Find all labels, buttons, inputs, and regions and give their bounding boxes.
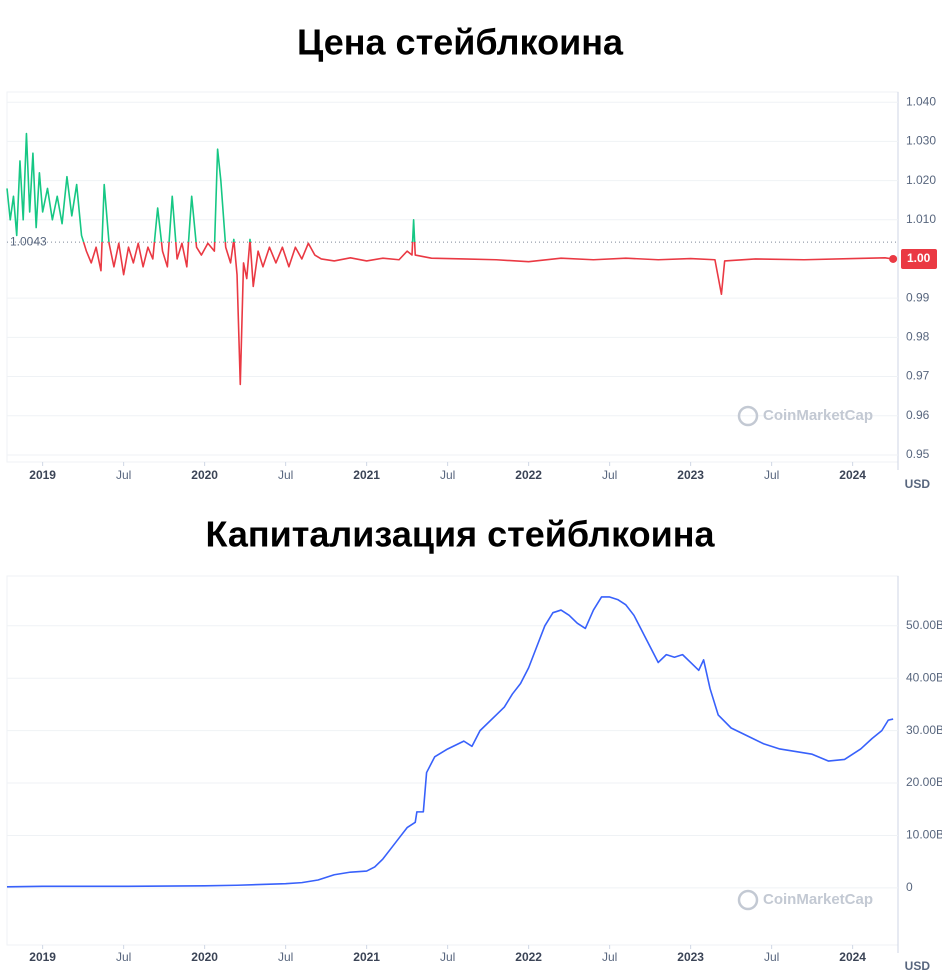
y-tick-label: 20.00B bbox=[906, 775, 942, 789]
x-tick-label: 2022 bbox=[515, 468, 542, 482]
unit-label: USD bbox=[905, 477, 931, 491]
y-tick-label: 10.00B bbox=[906, 828, 942, 842]
y-tick-label: 30.00B bbox=[906, 723, 942, 737]
y-tick-label: 1.020 bbox=[906, 173, 936, 187]
x-tick-label: 2023 bbox=[677, 468, 704, 482]
baseline-label: 1.0043 bbox=[10, 234, 47, 248]
x-tick-label: 2021 bbox=[353, 468, 380, 482]
x-tick-label: Jul bbox=[278, 950, 293, 964]
y-tick-label: 0.95 bbox=[906, 447, 930, 461]
x-tick-label: Jul bbox=[764, 950, 779, 964]
y-tick-label: 1.040 bbox=[906, 94, 936, 108]
x-tick-label: Jul bbox=[116, 468, 131, 482]
y-tick-label: 0.97 bbox=[906, 369, 930, 383]
unit-label: USD bbox=[905, 959, 931, 973]
y-tick-label: 0 bbox=[906, 880, 913, 894]
data-line bbox=[6, 132, 894, 386]
watermark-logo bbox=[737, 889, 759, 911]
x-tick-label: 2022 bbox=[515, 950, 542, 964]
y-tick-label: 1.030 bbox=[906, 134, 936, 148]
data-line bbox=[6, 596, 894, 888]
watermark-logo bbox=[737, 405, 759, 427]
y-tick-label: 50.00B bbox=[906, 618, 942, 632]
y-tick-label: 0.96 bbox=[906, 408, 930, 422]
x-tick-label: Jul bbox=[278, 468, 293, 482]
current-point bbox=[889, 254, 898, 263]
y-tick-label: 40.00B bbox=[906, 670, 942, 684]
x-tick-label: Jul bbox=[764, 468, 779, 482]
chart-title: Капитализация стейблкоина bbox=[205, 514, 715, 555]
current-price-label: 1.00 bbox=[907, 251, 931, 265]
x-tick-label: Jul bbox=[440, 468, 455, 482]
y-tick-label: 0.99 bbox=[906, 290, 930, 304]
plot-frame bbox=[6, 575, 899, 946]
watermark: CoinMarketCap bbox=[763, 407, 873, 424]
watermark: CoinMarketCap bbox=[763, 891, 873, 908]
x-tick-label: 2019 bbox=[29, 950, 56, 964]
x-tick-label: Jul bbox=[116, 950, 131, 964]
x-tick-label: 2020 bbox=[191, 950, 218, 964]
x-tick-label: Jul bbox=[602, 468, 617, 482]
x-tick-label: 2023 bbox=[677, 950, 704, 964]
x-tick-label: 2021 bbox=[353, 950, 380, 964]
x-tick-label: Jul bbox=[602, 950, 617, 964]
current-price-badge bbox=[901, 248, 937, 269]
y-tick-label: 1.010 bbox=[906, 212, 936, 226]
x-tick-label: Jul bbox=[440, 950, 455, 964]
y-tick-label: 0.98 bbox=[906, 330, 930, 344]
x-tick-label: 2024 bbox=[839, 950, 866, 964]
x-tick-label: 2019 bbox=[29, 468, 56, 482]
x-tick-label: 2020 bbox=[191, 468, 218, 482]
chart-title: Цена стейблкоина bbox=[297, 22, 624, 63]
x-tick-label: 2024 bbox=[839, 468, 866, 482]
